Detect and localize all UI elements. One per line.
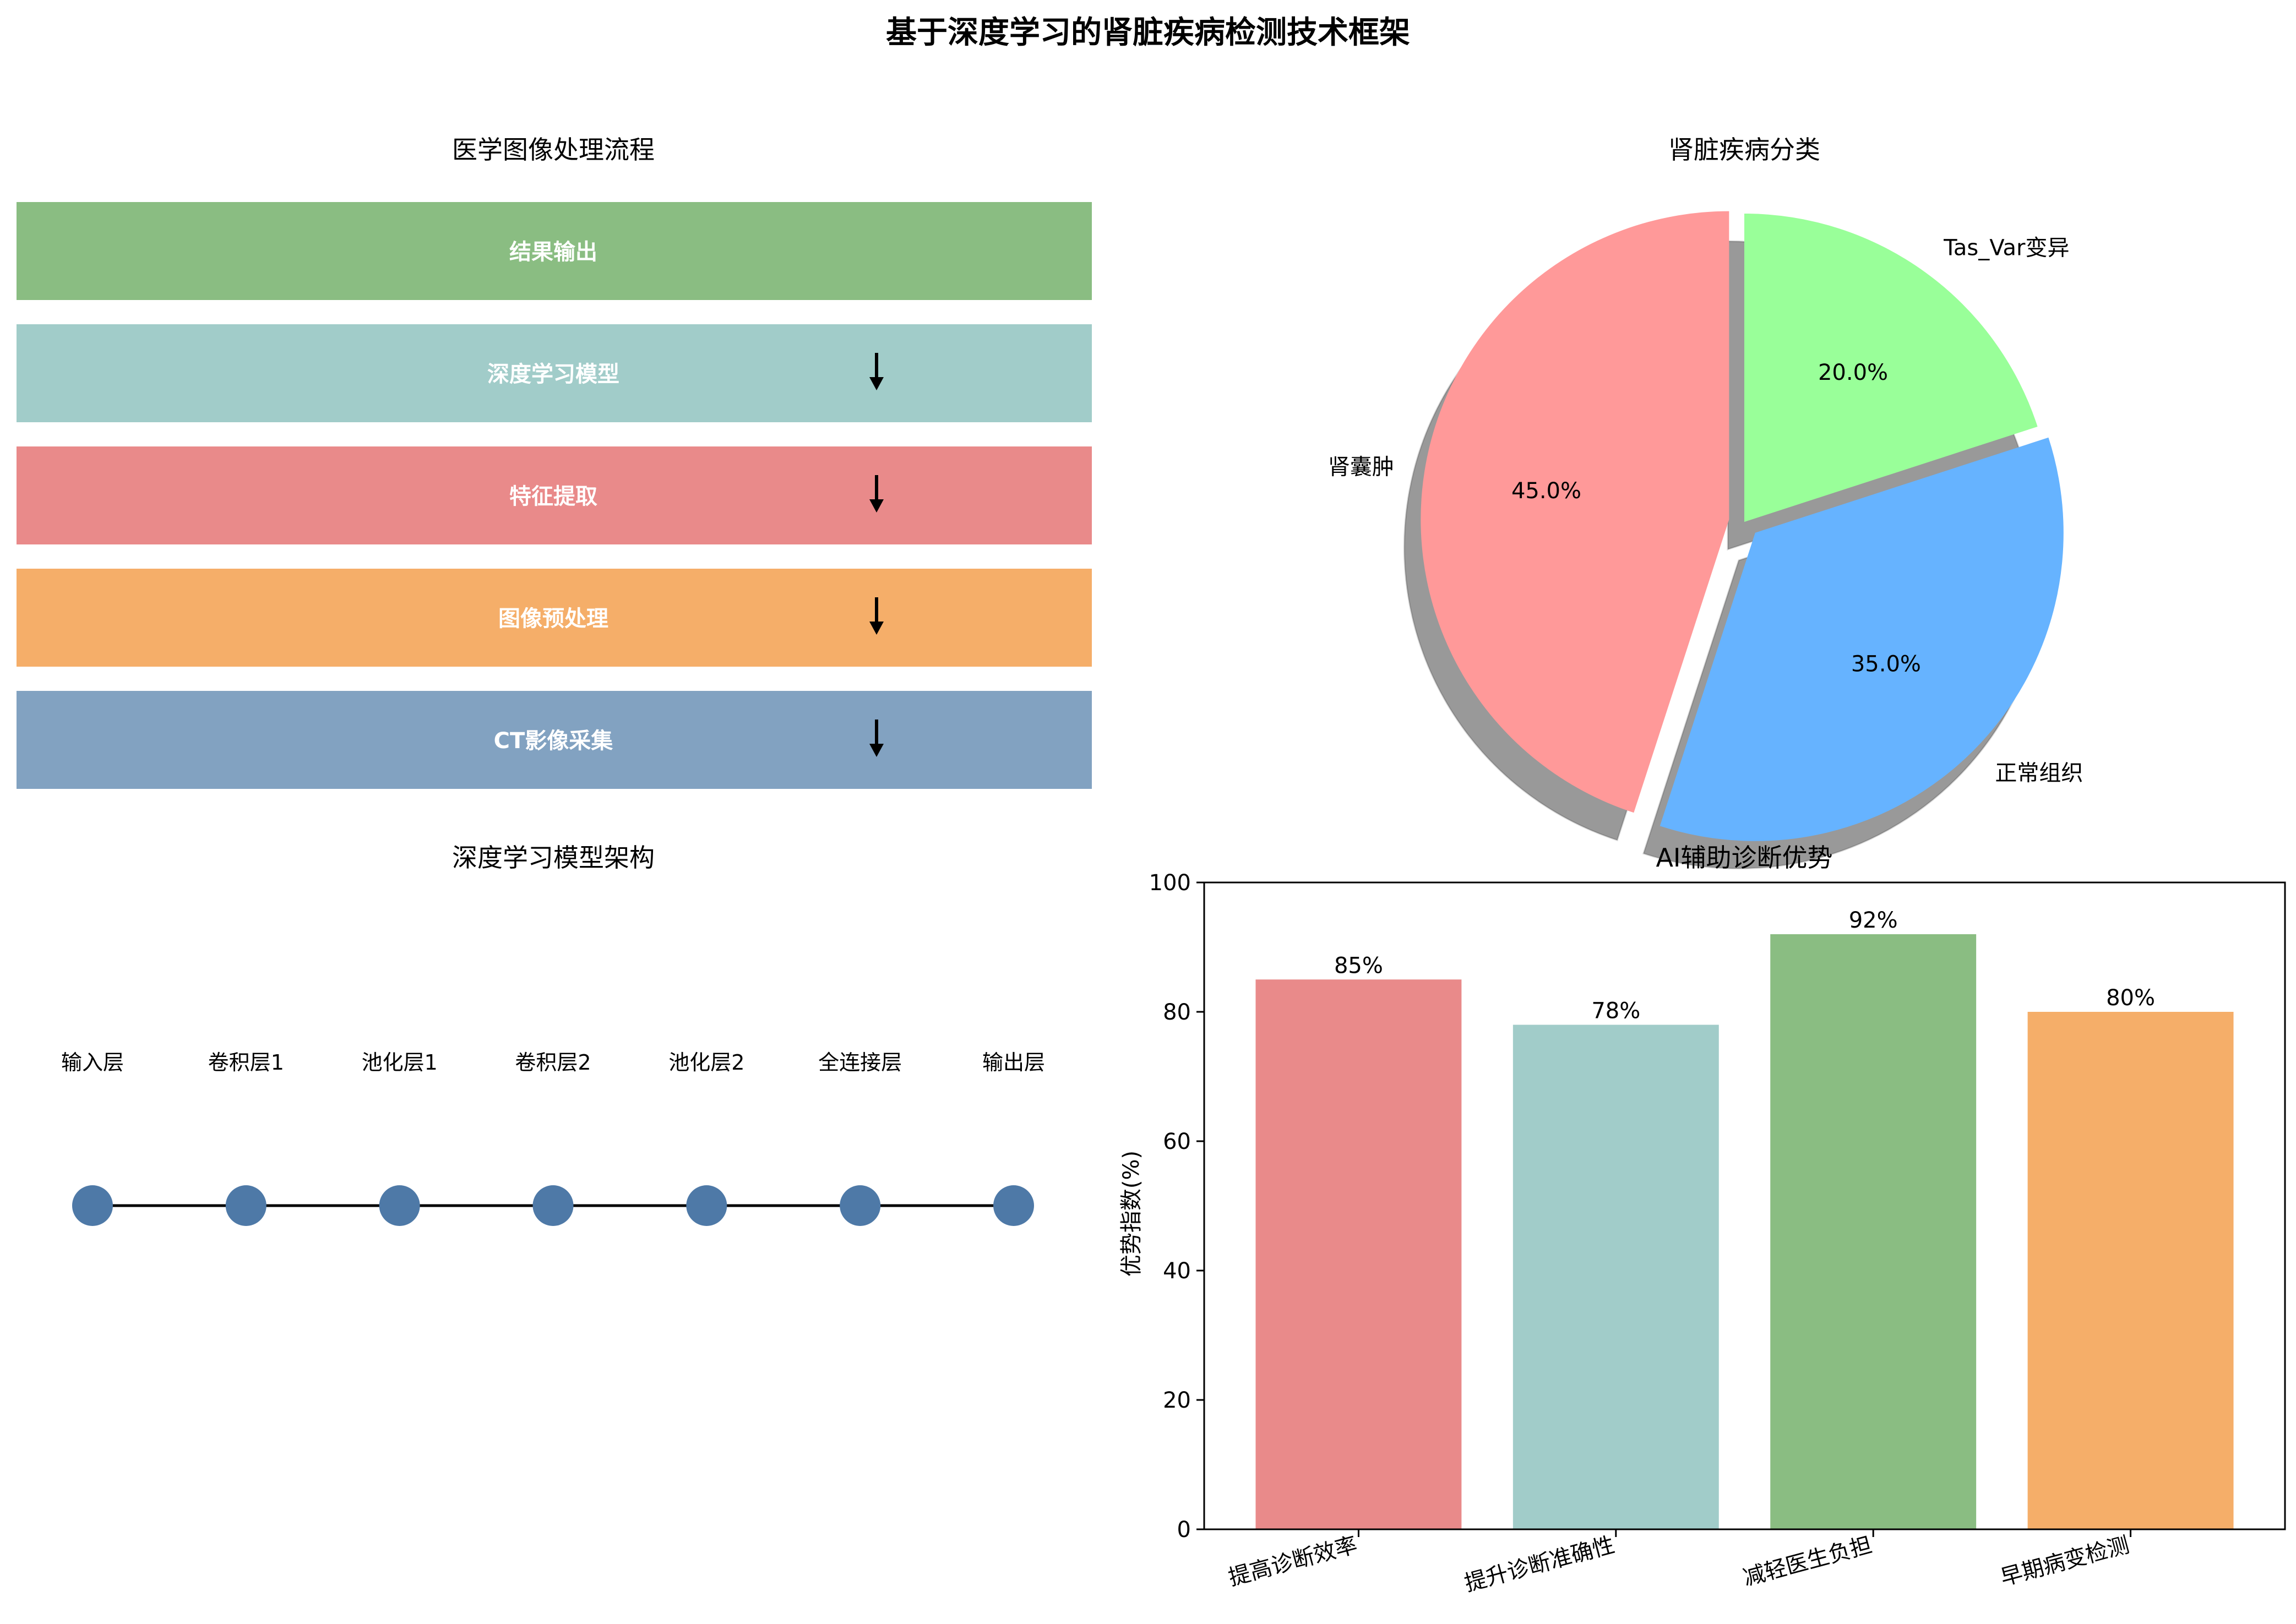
bar-value-label: 85% [1334, 953, 1383, 978]
y-tick-label: 100 [1149, 870, 1191, 896]
layer-label: 全连接层 [818, 1050, 902, 1075]
pie-slice-label: 正常组织 [1995, 760, 2083, 786]
pie-slice [1744, 214, 2038, 522]
pie-slice [1421, 211, 1729, 813]
layer-node [993, 1185, 1034, 1226]
layer-label: 卷积层2 [515, 1050, 591, 1075]
y-axis-label: 优势指数(%) [1119, 1151, 1144, 1277]
layer-node [72, 1185, 113, 1226]
bar [1255, 979, 1462, 1529]
bar-value-label: 78% [1591, 999, 1640, 1024]
flow-panel-title: 医学图像处理流程 [452, 135, 655, 165]
figure-title: 基于深度学习的肾脏疾病检测技术框架 [886, 15, 1410, 51]
flow-step-label: 结果输出 [509, 239, 597, 265]
flow-step-label: 图像预处理 [498, 606, 608, 631]
layer-node [379, 1185, 420, 1226]
layer-node [225, 1185, 266, 1226]
down-arrow-head-icon [869, 499, 884, 513]
pie-slice-percent: 45.0% [1511, 478, 1581, 504]
pie-chart: 肾囊肿 45.0% 正常组织 35.0% Tas_Var变异 20.0% [1328, 211, 2083, 870]
flow-step-label: 深度学习模型 [487, 362, 619, 387]
pie-slice-label: 肾囊肿 [1328, 454, 1394, 479]
x-tick-label: 提升诊断准确性 [1462, 1532, 1617, 1596]
layer-label: 卷积层1 [208, 1050, 284, 1075]
flow-step-box [17, 324, 1092, 422]
x-tick-label: 减轻医生负担 [1740, 1532, 1875, 1591]
bar-chart: 85% 提高诊断效率 78% 提升诊断准确性 92% 减轻医生负担 80% 早期病变检测 0 20… [1119, 870, 2286, 1596]
y-tick-label: 40 [1163, 1258, 1191, 1284]
layer-node [840, 1185, 881, 1226]
pie-slice [1660, 437, 2064, 841]
layer-label: 池化层1 [362, 1050, 438, 1075]
x-tick-label: 早期病变检测 [1998, 1532, 2132, 1591]
flow-step-box [17, 691, 1092, 789]
y-tick-label: 60 [1163, 1129, 1191, 1154]
bar [2027, 1012, 2234, 1529]
bar [1770, 934, 1977, 1529]
layer-node [532, 1185, 574, 1226]
plot-frame [1203, 881, 2286, 1530]
x-tick-label: 提高诊断效率 [1226, 1532, 1360, 1591]
layer-label: 池化层2 [668, 1050, 744, 1075]
bar [1512, 1024, 1719, 1529]
flow-step-label: CT影像采集 [494, 728, 613, 754]
flow-step-box [17, 202, 1092, 300]
flow-step-box [17, 569, 1092, 667]
y-tick-label: 20 [1163, 1388, 1191, 1413]
bar-panel-title: AI辅助诊断优势 [1656, 843, 1832, 873]
pie-slice-percent: 35.0% [1851, 651, 1921, 677]
bar-panel: AI辅助诊断优势 85% 提高诊断效率 78% 提升诊断准确性 92% 减轻医生负担 80%… [1119, 843, 2286, 1596]
bar-value-label: 80% [2106, 985, 2155, 1011]
pie-panel: 肾脏疾病分类 肾囊肿 45.0% 正常组织 35.0% Tas_Var变异 20.0% [1328, 135, 2083, 870]
bar-value-label: 92% [1849, 908, 1898, 933]
down-arrow-head-icon [869, 744, 884, 757]
pie-panel-title: 肾脏疾病分类 [1668, 135, 1820, 165]
layer-label: 输出层 [982, 1050, 1045, 1075]
down-arrow-head-icon [869, 622, 884, 635]
flow-step-box [17, 446, 1092, 544]
layer-node [686, 1185, 727, 1226]
pie-slice-percent: 20.0% [1818, 360, 1888, 385]
down-arrow-head-icon [869, 377, 884, 390]
layer-label: 输入层 [61, 1050, 124, 1075]
pie-slice-label: Tas_Var变异 [1943, 236, 2069, 261]
flow-step-label: 特征提取 [509, 484, 597, 509]
arch-panel-title: 深度学习模型架构 [452, 843, 655, 873]
arch-panel: 深度学习模型架构 输入层 卷积层1 池化层1 卷积层2 池化层2 全连接层 输出层 [61, 843, 1045, 1226]
y-tick-label: 80 [1163, 1000, 1191, 1025]
architecture-diagram: 输入层 卷积层1 池化层1 卷积层2 池化层2 全连接层 输出层 [61, 1050, 1045, 1226]
y-tick-label: 0 [1177, 1517, 1191, 1543]
